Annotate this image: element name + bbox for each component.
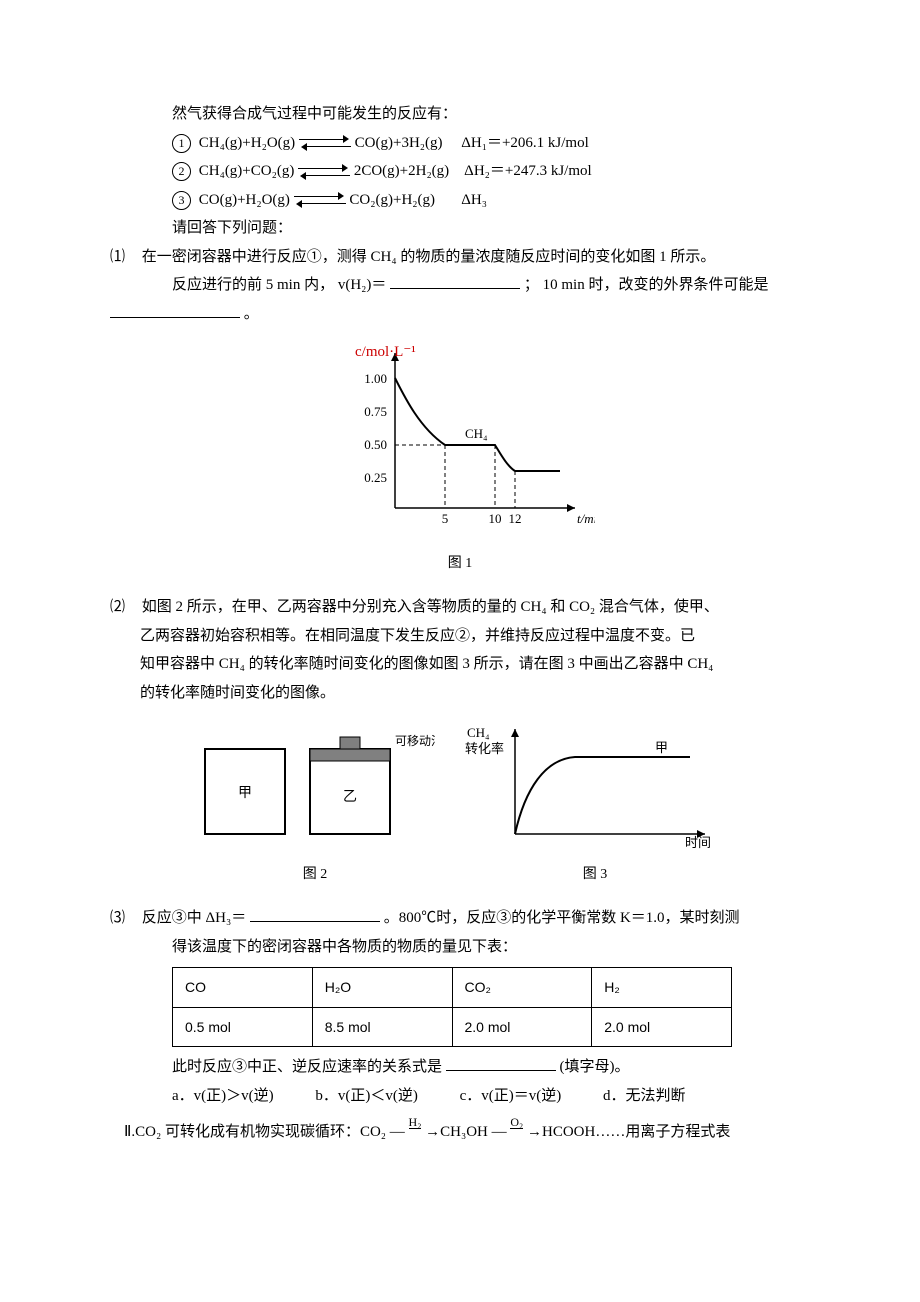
q3-l1a: 反应③中 ΔH₃＝ bbox=[142, 910, 250, 926]
xtick: 12 bbox=[509, 511, 522, 526]
td: 2.0 mol bbox=[592, 1007, 732, 1047]
part-II: Ⅱ.CO₂ 可转化成有机物实现碳循环：CO₂ ― H₂ →CH₃OH ― O₂ … bbox=[124, 1118, 810, 1147]
fig3-yl2: 转化率 bbox=[465, 741, 504, 756]
td: 2.0 mol bbox=[452, 1007, 592, 1047]
fig1-svg: 1.00 0.75 0.50 0.25 5 10 12 c/mol·L⁻¹ t/… bbox=[325, 338, 595, 538]
eq3-left: CO(g)+H₂O(g) bbox=[199, 192, 290, 208]
equil-arrow bbox=[298, 165, 350, 179]
td: 8.5 mol bbox=[312, 1007, 452, 1047]
figure-1: 1.00 0.75 0.50 0.25 5 10 12 c/mol·L⁻¹ t/… bbox=[110, 338, 810, 577]
opt-b: b．v(正)＜v(逆) bbox=[315, 1082, 417, 1111]
opt-d: d．无法判断 bbox=[603, 1082, 686, 1111]
q1-l2a: 反应进行的前 5 min 内， v(H₂)＝ bbox=[172, 277, 386, 293]
xtick: 10 bbox=[489, 511, 502, 526]
step1-top: H₂ bbox=[409, 1116, 422, 1128]
ytick: 1.00 bbox=[364, 371, 387, 386]
ytick: 0.50 bbox=[364, 437, 387, 452]
fig1-xlabel: t/min bbox=[577, 511, 595, 526]
equil-arrow bbox=[299, 136, 351, 150]
eq-1: 1 CH₄(g)+H₂O(g) CO(g)+3H₂(g) ΔH₁＝+206.1 … bbox=[172, 129, 810, 158]
fig3-caption: 图 3 bbox=[465, 862, 725, 889]
fig1-species: CH₄ bbox=[465, 426, 488, 441]
q2: ⑵ 如图 2 所示，在甲、乙两容器中分别充入含等物质的量的 CH₄ 和 CO₂ … bbox=[110, 593, 810, 622]
fig2-jia: 甲 bbox=[238, 786, 252, 801]
fig2-caption: 图 2 bbox=[195, 862, 435, 889]
q1-l3a: 。 bbox=[244, 306, 259, 322]
eq2-left: CH₄(g)+CO₂(g) bbox=[199, 163, 295, 179]
q1-line3: 。 bbox=[110, 300, 810, 329]
th-h2o: H₂O bbox=[312, 968, 452, 1008]
eq3-right: CO₂(g)+H₂(g) bbox=[349, 192, 435, 208]
blank-relation bbox=[446, 1055, 556, 1071]
th-h2: H₂ bbox=[592, 968, 732, 1008]
q1-l2b: ； 10 min 时，改变的外界条件可能是 bbox=[524, 277, 769, 293]
figure-2: 甲 乙 可移动活塞 图 2 bbox=[195, 719, 435, 888]
eq1-left: CH₄(g)+H₂O(g) bbox=[199, 135, 295, 151]
circled-3: 3 bbox=[172, 191, 191, 210]
ytick: 0.75 bbox=[364, 404, 387, 419]
eq-3: 3 CO(g)+H₂O(g) CO₂(g)+H₂(g) ΔH₃ bbox=[172, 186, 810, 215]
equil-arrow bbox=[294, 193, 346, 207]
intro-line: 然气获得合成气过程中可能发生的反应有： bbox=[172, 100, 810, 129]
eq-2: 2 CH₄(g)+CO₂(g) 2CO(g)+2H₂(g) ΔH₂＝+247.3… bbox=[172, 157, 810, 186]
q1-line1: 在一密闭容器中进行反应①，测得 CH₄ 的物质的量浓度随反应时间的变化如图 1 … bbox=[142, 249, 716, 265]
ytick: 0.25 bbox=[364, 470, 387, 485]
p2-mid1: →CH₃OH ― bbox=[425, 1124, 506, 1140]
fig3-yl1: CH₄ bbox=[467, 725, 490, 740]
opt-c: c．v(正)＝v(逆) bbox=[460, 1082, 562, 1111]
fig1-ylabel: c/mol·L⁻¹ bbox=[355, 344, 416, 360]
q3: ⑶ 反应③中 ΔH₃＝ 。800℃时，反应③的化学平衡常数 K＝1.0，某时刻测 bbox=[110, 904, 810, 933]
circled-1: 1 bbox=[172, 134, 191, 153]
q2-line1: 如图 2 所示，在甲、乙两容器中分别充入含等物质的量的 CH₄ 和 CO₂ 混合… bbox=[142, 599, 719, 615]
fig2-piston: 可移动活塞 bbox=[395, 733, 435, 748]
q3-l3a: 此时反应③中正、逆反应速率的关系式是 bbox=[172, 1059, 442, 1075]
q2-num: ⑵ bbox=[110, 593, 138, 622]
prompt: 请回答下列问题： bbox=[172, 214, 810, 243]
step2-frac: O₂ bbox=[510, 1116, 523, 1141]
step2-top: O₂ bbox=[510, 1116, 523, 1128]
fig3-series: 甲 bbox=[655, 740, 668, 755]
q3-line2: 得该温度下的密闭容器中各物质的物质的量见下表： bbox=[172, 933, 810, 962]
q3-l1b: 。800℃时，反应③的化学平衡常数 K＝1.0，某时刻测 bbox=[384, 910, 740, 926]
fig2-yi: 乙 bbox=[343, 789, 357, 805]
step1-frac: H₂ bbox=[409, 1116, 422, 1141]
eq3-dh: ΔH₃ bbox=[461, 192, 487, 208]
q2-line4: 的转化率随时间变化的图像。 bbox=[140, 679, 810, 708]
q2-line2: 乙两容器初始容积相等。在相同温度下发生反应②，并维持反应过程中温度不变。已 bbox=[140, 622, 810, 651]
fig3-xlabel: 时间 bbox=[685, 835, 711, 849]
q1: ⑴ 在一密闭容器中进行反应①，测得 CH₄ 的物质的量浓度随反应时间的变化如图 … bbox=[110, 243, 810, 272]
blank-condition bbox=[110, 302, 240, 318]
q3-line3: 此时反应③中正、逆反应速率的关系式是 (填字母)。 bbox=[172, 1053, 810, 1082]
circled-2: 2 bbox=[172, 162, 191, 181]
data-table: CO H₂O CO₂ H₂ 0.5 mol 8.5 mol 2.0 mol 2.… bbox=[172, 967, 732, 1047]
options: a．v(正)＞v(逆) b．v(正)＜v(逆) c．v(正)＝v(逆) d．无法… bbox=[172, 1082, 810, 1111]
eq1-dh: ΔH₁＝+206.1 kJ/mol bbox=[461, 135, 589, 151]
th-co2: CO₂ bbox=[452, 968, 592, 1008]
opt-a: a．v(正)＞v(逆) bbox=[172, 1082, 274, 1111]
blank-vH2 bbox=[390, 273, 520, 289]
blank-dh3 bbox=[250, 906, 380, 922]
q3-l3b: (填字母)。 bbox=[560, 1059, 630, 1075]
p2-prefix: Ⅱ.CO₂ 可转化成有机物实现碳循环：CO₂ ― bbox=[124, 1124, 405, 1140]
fig1-curve bbox=[395, 378, 560, 471]
q2-line3: 知甲容器中 CH₄ 的转化率随时间变化的图像如图 3 所示，请在图 3 中画出乙… bbox=[140, 650, 810, 679]
fig3-curve bbox=[515, 757, 690, 834]
q1-num: ⑴ bbox=[110, 243, 138, 272]
eq1-right: CO(g)+3H₂(g) bbox=[355, 135, 443, 151]
figures-2-3: 甲 乙 可移动活塞 图 2 CH₄ 转化率 甲 时间 图 3 bbox=[110, 719, 810, 888]
td: 0.5 mol bbox=[173, 1007, 313, 1047]
fig1-caption: 图 1 bbox=[110, 551, 810, 578]
q1-line2: 反应进行的前 5 min 内， v(H₂)＝ ； 10 min 时，改变的外界条… bbox=[172, 271, 810, 300]
th-co: CO bbox=[173, 968, 313, 1008]
q3-num: ⑶ bbox=[110, 904, 138, 933]
p2-mid2: →HCOOH……用离子方程式表 bbox=[527, 1124, 730, 1140]
table-row: CO H₂O CO₂ H₂ bbox=[173, 968, 732, 1008]
figure-3: CH₄ 转化率 甲 时间 图 3 bbox=[465, 719, 725, 888]
eq2-dh: ΔH₂＝+247.3 kJ/mol bbox=[464, 163, 592, 179]
eq2-right: 2CO(g)+2H₂(g) bbox=[354, 163, 449, 179]
table-row: 0.5 mol 8.5 mol 2.0 mol 2.0 mol bbox=[173, 1007, 732, 1047]
xtick: 5 bbox=[442, 511, 449, 526]
